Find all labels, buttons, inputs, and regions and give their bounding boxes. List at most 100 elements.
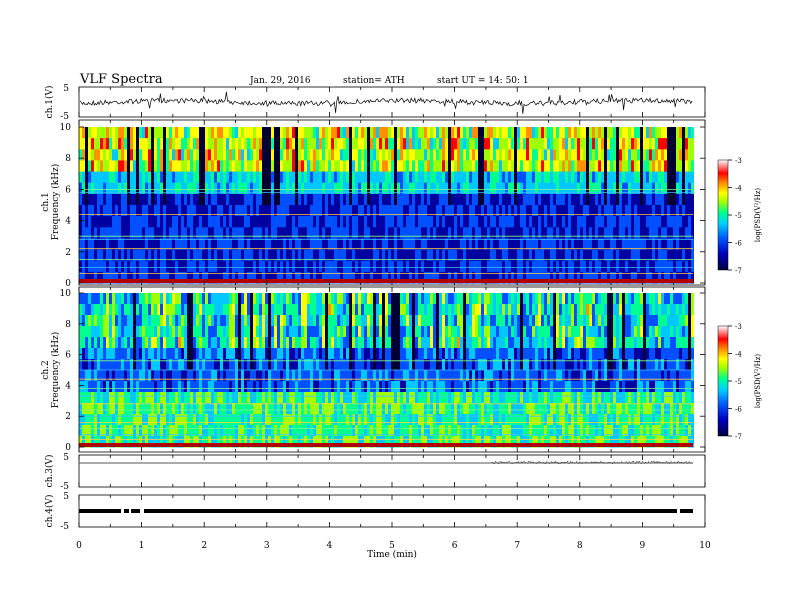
spec-cell — [655, 194, 658, 206]
spec-cell — [178, 160, 181, 172]
spec-cell — [142, 172, 145, 184]
spec-cell — [454, 315, 457, 327]
spec-cell — [304, 337, 307, 349]
spec-cell — [649, 216, 652, 228]
spec-cell — [103, 138, 106, 150]
spec-cell — [268, 392, 271, 404]
spec-cell — [157, 293, 160, 305]
spec-cell — [265, 172, 268, 184]
spec-cell — [568, 160, 571, 172]
spec-cell — [367, 381, 370, 393]
spec-cell — [454, 293, 457, 305]
spec-cell — [667, 138, 670, 150]
spec-cell — [136, 414, 139, 426]
spec-cell — [79, 261, 82, 273]
spec-cell — [544, 261, 547, 273]
spec-cell — [445, 127, 448, 139]
spec-cell — [163, 348, 166, 360]
spec-cell — [433, 414, 436, 426]
spec-cell — [604, 238, 607, 250]
spec-cell — [316, 326, 319, 338]
spec-cell — [334, 414, 337, 426]
spec-cell — [658, 205, 661, 217]
spec-cell — [244, 414, 247, 426]
spec-cell — [217, 304, 220, 316]
spec-cell — [79, 205, 82, 217]
spec-cell — [163, 227, 166, 239]
spec-cell — [88, 194, 91, 206]
spec-cell — [625, 194, 628, 206]
spec-cell — [385, 326, 388, 338]
spec-cell — [541, 149, 544, 161]
spec-cell — [178, 392, 181, 404]
spec-cell — [433, 227, 436, 239]
spec-cell — [91, 304, 94, 316]
spec-cell — [442, 403, 445, 415]
spec-cell — [514, 337, 517, 349]
spec-cell — [328, 293, 331, 305]
spec-cell — [643, 205, 646, 217]
spec-cell — [661, 216, 664, 228]
spec-cell — [130, 227, 133, 239]
spec-cell — [499, 304, 502, 316]
spec-cell — [520, 315, 523, 327]
spec-cell — [607, 261, 610, 273]
spec-cell — [499, 160, 502, 172]
spec-cell — [298, 348, 301, 360]
spec-cell — [631, 227, 634, 239]
spec-cell — [157, 370, 160, 382]
spec-cell — [427, 172, 430, 184]
spec-cell — [247, 138, 250, 150]
spec-cell — [289, 403, 292, 415]
spec-cell — [109, 172, 112, 184]
spec-cell — [616, 160, 619, 172]
spec-cell — [502, 127, 505, 139]
spec-cell — [250, 326, 253, 338]
spec-cell — [592, 216, 595, 228]
spec-cell — [130, 216, 133, 228]
spec-cell — [439, 348, 442, 360]
spec-cell — [505, 315, 508, 327]
spec-cell — [163, 261, 166, 273]
spec-cell — [301, 127, 304, 139]
spec-cell — [229, 293, 232, 305]
spec-cell — [172, 205, 175, 217]
spec-cell — [673, 205, 676, 217]
spec-cell — [664, 238, 667, 250]
spec-cell — [220, 414, 223, 426]
spec-cell — [472, 160, 475, 172]
spec-cell — [262, 205, 265, 217]
spec-cell — [130, 149, 133, 161]
spec-cell — [187, 194, 190, 206]
spec-cell — [559, 205, 562, 217]
spec-cell — [418, 326, 421, 338]
spec-cell — [82, 160, 85, 172]
spec-cell — [436, 370, 439, 382]
spec-cell — [556, 238, 559, 250]
spec-cell — [271, 304, 274, 316]
spec-cell — [562, 138, 565, 150]
spec-cell — [394, 370, 397, 382]
spec-cell — [322, 293, 325, 305]
spec-cell — [256, 149, 259, 161]
spec-cell — [520, 304, 523, 316]
spec-cell — [118, 138, 121, 150]
spec-cell — [271, 337, 274, 349]
spec-cell — [352, 194, 355, 206]
spec-cell — [679, 238, 682, 250]
spec-cell — [136, 149, 139, 161]
spec-cell — [109, 127, 112, 139]
spec-cell — [82, 315, 85, 327]
spec-cell — [103, 392, 106, 404]
spec-cell — [187, 304, 190, 316]
spec-cell — [469, 381, 472, 393]
spec-cell — [496, 194, 499, 206]
spec-cell — [118, 381, 121, 393]
spec-cell — [166, 172, 169, 184]
spec-cell — [502, 205, 505, 217]
spec-cell — [679, 261, 682, 273]
spec-cell — [538, 227, 541, 239]
spec-cell — [484, 238, 487, 250]
spec-cell — [127, 227, 130, 239]
spec-cell — [568, 238, 571, 250]
